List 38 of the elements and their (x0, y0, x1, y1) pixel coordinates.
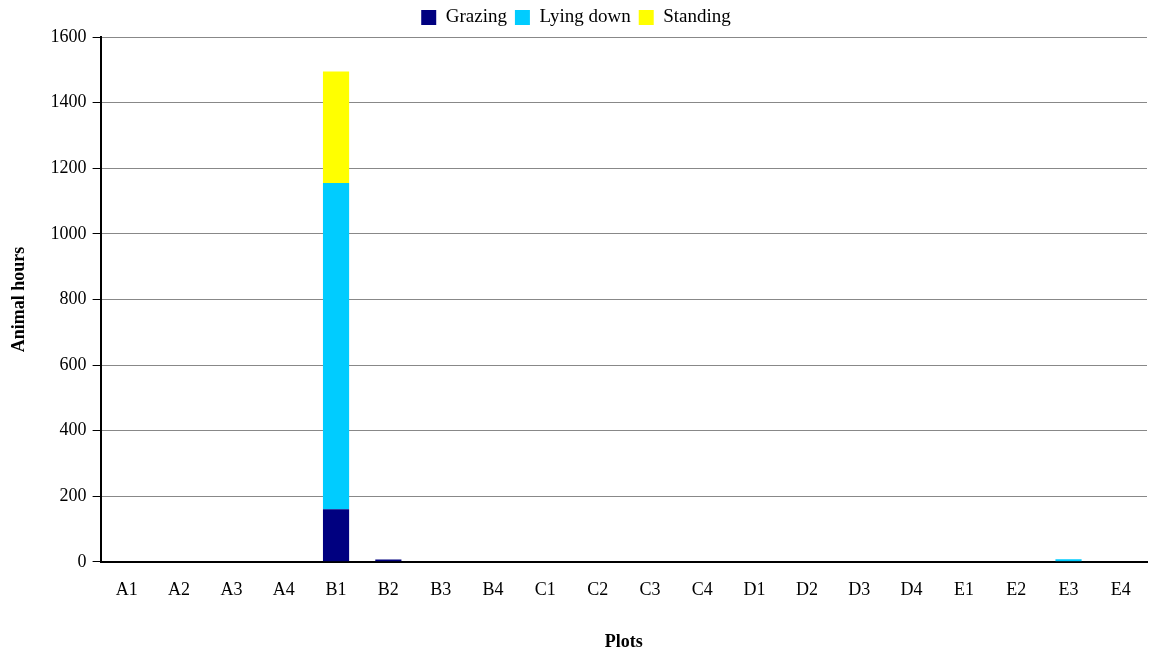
x-tick-label: C3 (639, 579, 661, 600)
y-tick-label: 200 (59, 484, 87, 505)
y-tick-label: 1600 (50, 25, 87, 46)
y-tick-label: 0 (77, 550, 87, 571)
x-tick-label: D3 (848, 579, 871, 600)
x-tick-label: D4 (900, 579, 923, 600)
y-tick-label: 800 (59, 288, 87, 309)
y-tick-label: 1200 (50, 156, 87, 177)
y-tick-label: 1000 (50, 222, 87, 243)
x-tick-label: B1 (325, 579, 347, 600)
x-tick-label: A2 (168, 579, 191, 600)
x-tick-label: E1 (953, 579, 974, 600)
y-axis-title: Animal hours (8, 246, 29, 353)
x-tick-label: C2 (587, 579, 609, 600)
y-tick-label: 400 (59, 419, 87, 440)
x-tick-label: B4 (482, 579, 504, 600)
x-tick-label: C4 (691, 579, 713, 600)
bar (322, 71, 350, 183)
bar (322, 509, 350, 562)
legend-label: Lying down (539, 5, 632, 27)
legend-label: Grazing (445, 5, 508, 27)
x-tick-label: E2 (1006, 579, 1027, 600)
bar (322, 182, 350, 510)
x-tick-label: A4 (272, 579, 295, 600)
x-tick-label: A1 (115, 579, 138, 600)
x-tick-label: B2 (377, 579, 399, 600)
bar (1055, 559, 1082, 562)
y-tick-label: 1400 (50, 91, 87, 112)
legend-label: Standing (663, 5, 732, 27)
x-tick-label: A3 (220, 579, 243, 600)
y-tick-label: 600 (59, 353, 87, 374)
x-tick-label: E4 (1110, 579, 1131, 600)
x-tick-label: B3 (430, 579, 452, 600)
x-axis-title: Plots (604, 630, 643, 651)
x-tick-label: D2 (795, 579, 818, 600)
x-tick-label: C1 (534, 579, 556, 600)
x-tick-label: E3 (1058, 579, 1079, 600)
x-tick-label: D1 (743, 579, 766, 600)
